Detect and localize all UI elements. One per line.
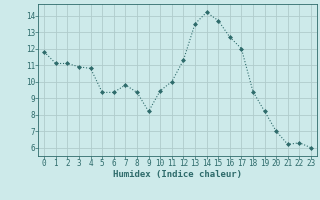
X-axis label: Humidex (Indice chaleur): Humidex (Indice chaleur) bbox=[113, 170, 242, 179]
